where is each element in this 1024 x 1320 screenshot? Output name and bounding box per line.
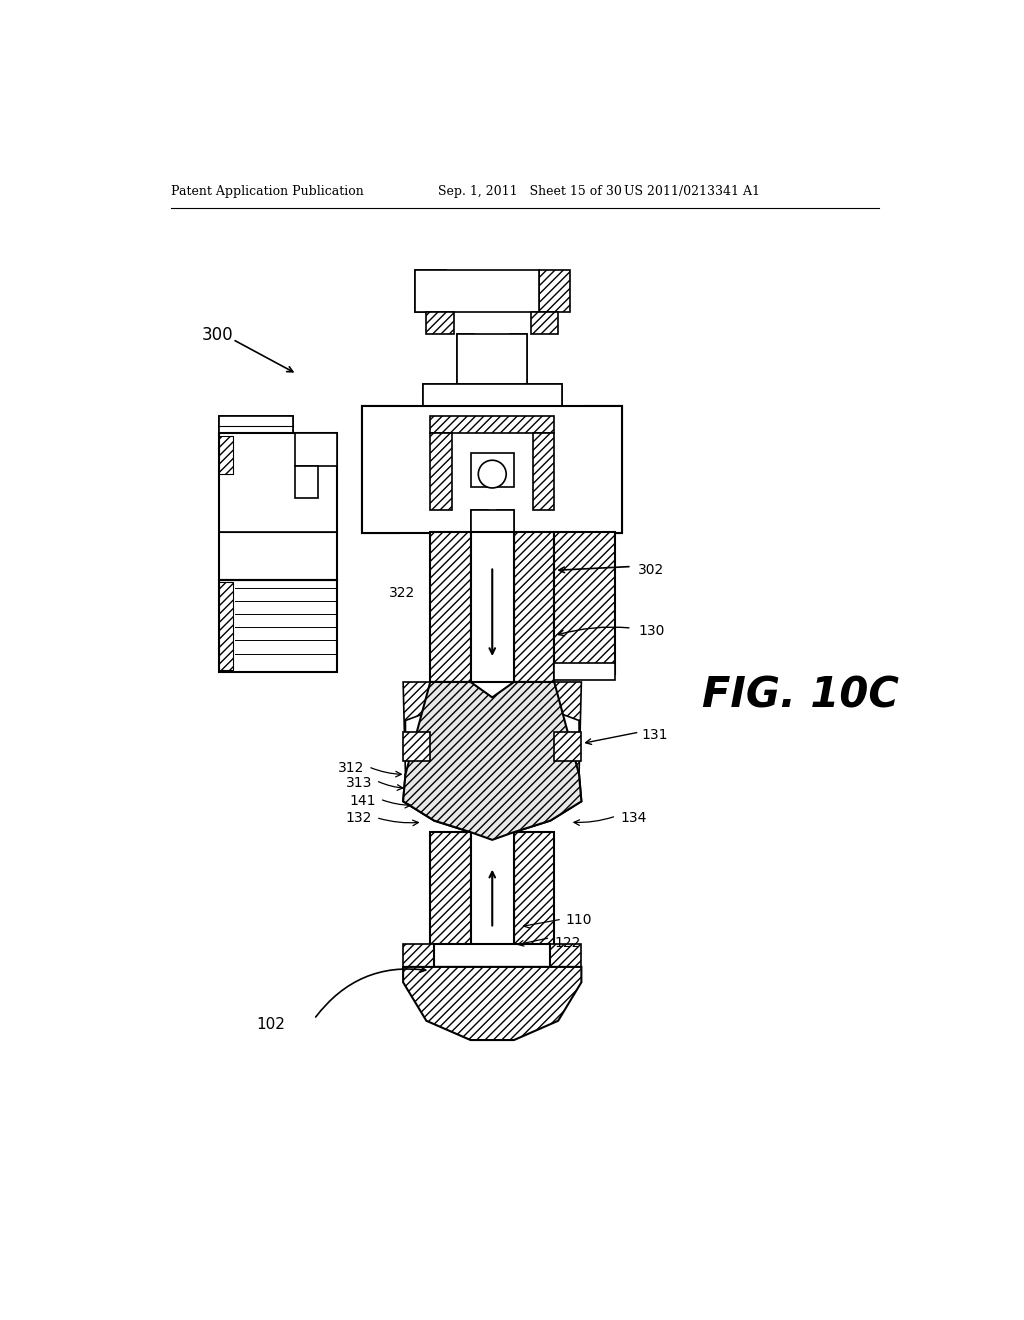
- Bar: [539, 271, 569, 313]
- Bar: [430, 433, 452, 511]
- Text: 131: 131: [641, 729, 668, 742]
- Bar: [219, 433, 337, 579]
- Bar: [415, 271, 539, 313]
- Bar: [554, 733, 582, 762]
- Text: Sep. 1, 2011   Sheet 15 of 30: Sep. 1, 2011 Sheet 15 of 30: [438, 185, 622, 198]
- Bar: [415, 271, 445, 313]
- Bar: [295, 433, 337, 466]
- Polygon shape: [514, 682, 582, 832]
- Bar: [471, 532, 514, 682]
- Text: 102: 102: [256, 1016, 285, 1032]
- Bar: [471, 511, 487, 532]
- Polygon shape: [403, 682, 582, 840]
- Bar: [426, 313, 454, 334]
- Bar: [532, 433, 554, 511]
- Bar: [586, 405, 623, 533]
- Bar: [471, 511, 514, 532]
- Polygon shape: [403, 966, 582, 1040]
- Bar: [458, 334, 527, 384]
- Polygon shape: [403, 682, 430, 775]
- Bar: [531, 313, 558, 334]
- Text: 110: 110: [566, 913, 592, 927]
- Bar: [554, 663, 614, 680]
- Bar: [219, 416, 293, 433]
- Text: 313: 313: [346, 776, 372, 789]
- Bar: [423, 384, 460, 405]
- Bar: [471, 453, 514, 487]
- Bar: [434, 944, 550, 966]
- Text: US 2011/0213341 A1: US 2011/0213341 A1: [624, 185, 760, 198]
- Text: 141: 141: [349, 793, 376, 808]
- Text: 302: 302: [638, 562, 665, 577]
- Text: 300: 300: [202, 326, 233, 345]
- Bar: [514, 832, 554, 948]
- Text: FIG. 10C: FIG. 10C: [701, 675, 898, 717]
- Text: 312: 312: [338, 762, 365, 775]
- Bar: [430, 416, 554, 433]
- Bar: [458, 334, 474, 384]
- Bar: [471, 832, 514, 948]
- Text: 130: 130: [638, 624, 665, 639]
- Text: 322: 322: [388, 586, 415, 599]
- Bar: [403, 733, 430, 762]
- Bar: [219, 579, 337, 672]
- Bar: [219, 582, 233, 671]
- Bar: [219, 436, 233, 474]
- Bar: [403, 944, 434, 966]
- Bar: [554, 532, 614, 675]
- Bar: [423, 384, 562, 405]
- Bar: [524, 384, 562, 405]
- Bar: [510, 334, 527, 384]
- Bar: [362, 405, 399, 533]
- Text: Patent Application Publication: Patent Application Publication: [171, 185, 364, 198]
- Bar: [430, 832, 471, 948]
- Circle shape: [478, 461, 506, 488]
- Polygon shape: [403, 682, 471, 832]
- Bar: [497, 511, 514, 532]
- Text: 132: 132: [346, 812, 372, 825]
- Bar: [295, 466, 317, 498]
- Text: 134: 134: [621, 812, 646, 825]
- Bar: [362, 405, 623, 533]
- Bar: [219, 416, 293, 433]
- Polygon shape: [554, 682, 582, 775]
- Bar: [514, 532, 554, 682]
- Bar: [550, 944, 582, 966]
- Bar: [430, 532, 471, 682]
- Text: 122: 122: [554, 936, 581, 950]
